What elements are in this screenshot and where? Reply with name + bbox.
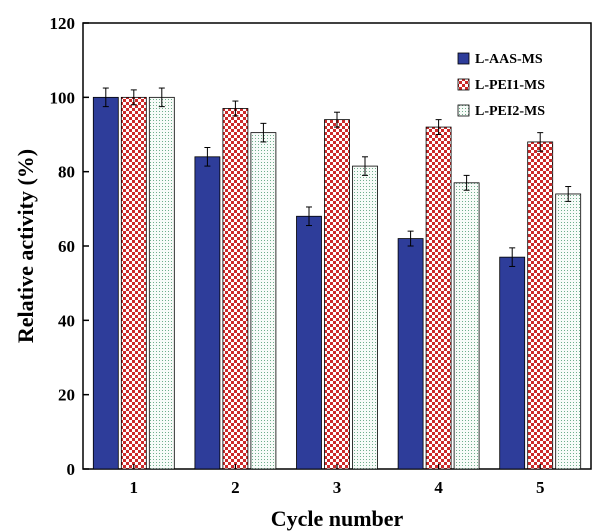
y-tick-label: 20 (58, 386, 75, 405)
bar-l-pei1-ms (324, 119, 350, 470)
bar-l-aas-ms (194, 156, 221, 470)
bar-l-aas-ms (499, 256, 526, 470)
x-tick-label: 5 (536, 478, 545, 497)
bar-l-pei1-ms (425, 126, 452, 470)
bar-l-pei2-ms (250, 132, 277, 470)
y-tick-label: 120 (50, 14, 76, 33)
y-tick-label: 40 (58, 311, 75, 330)
legend-swatch (457, 52, 470, 65)
y-tick-label: 0 (67, 460, 76, 479)
bar-l-pei1-ms (120, 96, 147, 470)
x-tick-label: 3 (333, 478, 342, 497)
x-tick-label: 4 (434, 478, 443, 497)
x-axis-title: Cycle number (271, 506, 404, 531)
bar-l-pei1-ms (222, 108, 249, 470)
bar-l-pei2-ms (453, 182, 480, 470)
x-axis: 1 2 3 4 5 (130, 464, 545, 497)
legend-label: L-PEI1-MS (475, 78, 545, 93)
bar-l-pei2-ms (148, 96, 175, 470)
bar-l-aas-ms (296, 215, 322, 470)
bars-layer (92, 87, 582, 470)
bar-l-aas-ms (92, 96, 119, 470)
legend-swatch (457, 104, 470, 117)
x-tick-label: 1 (130, 478, 139, 497)
legend-label: L-AAS-MS (475, 52, 543, 67)
legend-swatch (457, 78, 470, 91)
y-axis-title: Relative activity (%) (13, 149, 38, 343)
x-tick-label: 2 (231, 478, 240, 497)
y-tick-label: 60 (58, 237, 75, 256)
legend-label: L-PEI2-MS (475, 104, 545, 119)
y-tick-label: 100 (50, 88, 76, 107)
bar-l-pei2-ms (352, 165, 378, 470)
bar-l-aas-ms (397, 238, 424, 470)
bar-l-pei2-ms (555, 193, 582, 470)
y-axis: 0 20 40 60 80 100 120 (50, 14, 89, 479)
y-tick-label: 80 (58, 163, 75, 182)
bar-l-pei1-ms (527, 141, 554, 470)
legend: L-AAS-MS L-PEI1-MS L-PEI2-MS (457, 52, 545, 119)
